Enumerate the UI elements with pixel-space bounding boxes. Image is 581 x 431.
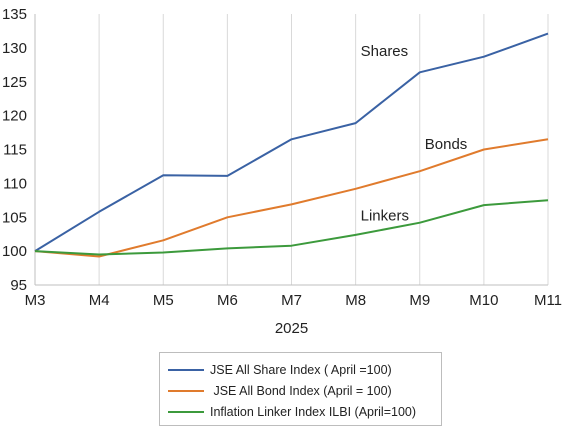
y-tick-labels: 95 100 105 110 115 120 125 130 135 — [2, 6, 27, 294]
axes — [34, 14, 548, 286]
y-tick-130: 130 — [2, 40, 27, 57]
x-tick-m5: M5 — [153, 292, 174, 309]
y-tick-115: 115 — [3, 142, 27, 159]
series-line-shares — [34, 32, 549, 252]
legend-label-shares: JSE All Share Index ( April =100) — [210, 362, 392, 377]
legend-swatch-bonds — [168, 389, 204, 392]
x-tick-m4: M4 — [89, 292, 110, 309]
annotation-shares: Shares — [361, 43, 409, 60]
x-tick-m10: M10 — [469, 292, 498, 309]
legend: JSE All Share Index ( April =100) JSE Al… — [159, 352, 442, 426]
series-line-linkers — [34, 199, 549, 256]
y-tick-125: 125 — [2, 74, 27, 91]
x-tick-m3: M3 — [25, 292, 46, 309]
x-tick-m9: M9 — [409, 292, 430, 309]
x-tick-labels: M3 M4 M5 M6 M7 M8 M9 M10 M11 — [25, 292, 562, 309]
x-axis-label: 2025 — [275, 320, 308, 337]
annotation-linkers: Linkers — [361, 208, 409, 225]
legend-item-shares: JSE All Share Index ( April =100) — [168, 359, 433, 380]
legend-item-bonds: JSE All Bond Index (April = 100) — [168, 380, 433, 401]
legend-swatch-linkers — [168, 410, 204, 413]
y-tick-100: 100 — [2, 243, 27, 260]
legend-swatch-shares — [168, 368, 204, 371]
y-tick-105: 105 — [2, 209, 27, 226]
x-tick-m11: M11 — [534, 292, 562, 309]
legend-label-bonds: JSE All Bond Index (April = 100) — [210, 383, 392, 398]
x-tick-m7: M7 — [281, 292, 302, 309]
series-lines — [34, 32, 549, 258]
grid-lines — [34, 14, 549, 285]
x-tick-m6: M6 — [217, 292, 238, 309]
y-tick-95: 95 — [10, 277, 27, 294]
legend-label-linkers: Inflation Linker Index ILBI (April=100) — [210, 404, 417, 419]
y-tick-110: 110 — [3, 175, 27, 192]
y-tick-135: 135 — [2, 6, 27, 23]
annotation-bonds: Bonds — [425, 136, 468, 153]
x-tick-m8: M8 — [345, 292, 366, 309]
series-line-bonds — [34, 138, 549, 258]
legend-item-linkers: Inflation Linker Index ILBI (April=100) — [168, 401, 433, 422]
y-tick-120: 120 — [2, 108, 27, 125]
annotations: Shares Bonds Linkers — [361, 43, 468, 225]
